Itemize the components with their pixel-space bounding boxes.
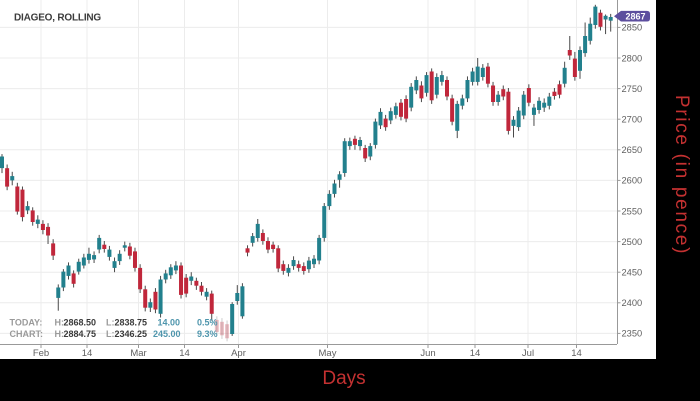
svg-text:14: 14 [82,348,93,359]
svg-text:May: May [319,348,337,359]
svg-text:2500: 2500 [622,237,643,247]
svg-text:L:: L: [106,318,115,328]
svg-text:2884.75: 2884.75 [64,329,97,339]
svg-text:14.00: 14.00 [157,318,180,328]
svg-text:Apr: Apr [231,348,246,359]
svg-text:Jun: Jun [420,348,435,359]
svg-text:9.3%: 9.3% [197,329,218,339]
svg-text:DIAGEO, ROLLING: DIAGEO, ROLLING [14,13,101,24]
svg-text:14: 14 [179,348,190,359]
svg-text:14: 14 [571,348,582,359]
svg-text:2550: 2550 [622,206,643,216]
svg-text:0.5%: 0.5% [197,318,218,328]
svg-text:L:: L: [106,329,115,339]
svg-text:2700: 2700 [622,115,643,125]
svg-text:2838.75: 2838.75 [115,318,148,328]
svg-text:Mar: Mar [130,348,146,359]
svg-text:14: 14 [470,348,481,359]
svg-text:Feb: Feb [33,348,49,359]
svg-text:TODAY:: TODAY: [10,318,43,328]
svg-text:H:: H: [55,329,65,339]
svg-text:2350: 2350 [622,329,643,339]
svg-text:2346.25: 2346.25 [115,329,148,339]
svg-text:CHART:: CHART: [10,329,44,339]
svg-text:2400: 2400 [622,298,643,308]
svg-text:2850: 2850 [622,23,643,33]
svg-text:2800: 2800 [622,53,643,63]
svg-text:2868.50: 2868.50 [64,318,97,328]
svg-text:2650: 2650 [622,145,643,155]
svg-text:2450: 2450 [622,268,643,278]
svg-text:2600: 2600 [622,176,643,186]
svg-text:Jul: Jul [522,348,534,359]
svg-text:2867: 2867 [625,11,645,21]
svg-text:2750: 2750 [622,84,643,94]
svg-text:H:: H: [55,318,65,328]
svg-text:245.00: 245.00 [153,329,181,339]
